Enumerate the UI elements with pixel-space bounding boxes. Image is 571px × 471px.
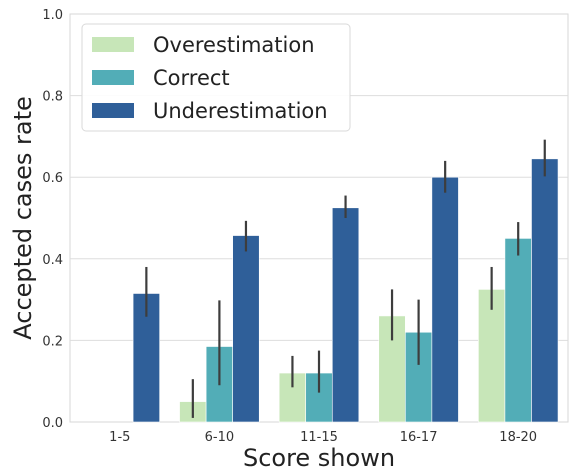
- legend-swatch-correct: [92, 70, 134, 85]
- legend-label-correct: Correct: [153, 66, 230, 90]
- y-axis-title: Accepted cases rate: [9, 96, 37, 339]
- bar-overestimation-18-20: [478, 289, 506, 423]
- y-tick-label: 0.0: [42, 416, 63, 431]
- x-tick-label: 11-15: [300, 430, 338, 445]
- x-tick-label: 18-20: [499, 430, 537, 445]
- error-bars: [145, 139, 546, 418]
- x-tick-label: 6-10: [205, 430, 235, 445]
- bar-underestimation-16-17: [431, 176, 459, 423]
- legend-swatch-underestimation: [92, 103, 134, 118]
- legend-label-overestimation: Overestimation: [153, 33, 315, 57]
- y-tick-labels: 0.0 0.2 0.4 0.6 0.8 1.0: [42, 8, 63, 431]
- bar-underestimation-11-15: [331, 207, 360, 423]
- y-tick-label: 0.8: [42, 90, 63, 105]
- y-tick-label: 0.4: [42, 253, 63, 268]
- bar-underestimation-18-20: [531, 158, 559, 423]
- bars: [132, 158, 559, 423]
- bar-underestimation-6-10: [232, 235, 260, 423]
- x-tick-labels: 1-5 6-10 11-15 16-17 18-20: [109, 430, 537, 445]
- y-tick-label: 0.6: [42, 171, 63, 186]
- x-axis-title: Score shown: [243, 444, 395, 471]
- y-tick-label: 1.0: [42, 8, 63, 23]
- x-tick-label: 1-5: [109, 430, 130, 445]
- legend-box: [81, 23, 351, 132]
- y-tick-label: 0.2: [42, 334, 63, 349]
- bar-correct-18-20: [504, 238, 532, 423]
- legend-swatch-overestimation: [92, 37, 134, 52]
- x-tick-label: 16-17: [400, 430, 438, 445]
- legend: Overestimation Correct Underestimation: [81, 23, 351, 132]
- legend-label-underestimation: Underestimation: [153, 99, 328, 123]
